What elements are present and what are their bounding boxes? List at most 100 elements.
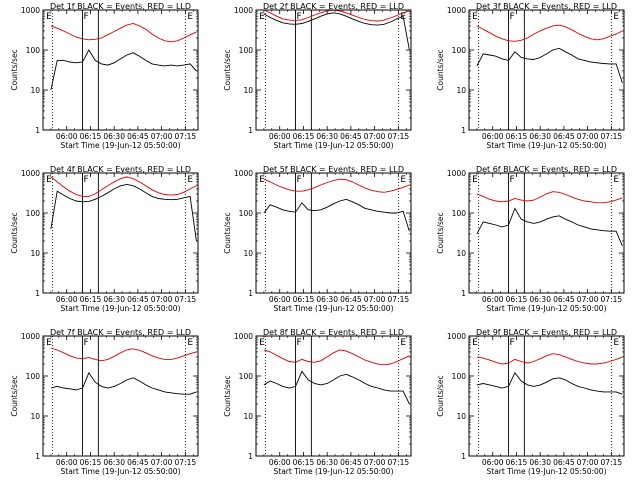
lld-series-line [263, 349, 410, 366]
panel-title: Det 9f BLACK = Events, RED = LLD [476, 328, 617, 337]
x-tick-label: 07:15 [388, 132, 410, 141]
plot-frame [468, 9, 625, 131]
plot-frame [255, 9, 412, 131]
panel-title: Det 5f BLACK = Events, RED = LLD [263, 165, 404, 174]
x-tick-label: 07:15 [601, 458, 623, 467]
annotation-label: E [472, 338, 478, 348]
annotation-label: F [84, 175, 89, 185]
annotation-label: E [46, 338, 52, 348]
y-tick-label: 100 [26, 372, 41, 381]
annotation-label: E [187, 338, 193, 348]
annotation-label: E [46, 175, 52, 185]
lld-series-line [263, 9, 410, 22]
y-tick-label: 100 [452, 209, 467, 218]
annotation-label: F [84, 12, 89, 22]
x-tick-label: 06:15 [293, 132, 315, 141]
panel-title: Det 2f BLACK = Events, RED = LLD [263, 2, 404, 11]
annotation-label: E [187, 175, 193, 185]
y-tick-label: 100 [452, 372, 467, 381]
x-axis-label: Start Time (19-Jun-12 05:50:00) [487, 467, 607, 476]
x-tick-label: 06:45 [553, 458, 575, 467]
y-axis-label: Counts/sec [223, 375, 232, 416]
y-tick-label: 1000 [21, 6, 40, 15]
y-tick-label: 1 [248, 126, 253, 135]
detector-panel: Det 6f BLACK = Events, RED = LLD 1 10 100 10… [436, 165, 625, 313]
x-tick-label: 06:00 [269, 295, 291, 304]
x-tick-label: 06:15 [80, 458, 102, 467]
x-tick-label: 06:30 [316, 458, 338, 467]
x-tick-label: 06:45 [340, 295, 362, 304]
x-tick-label: 06:00 [56, 295, 78, 304]
events-series-line [50, 371, 197, 395]
x-tick-label: 06:45 [340, 132, 362, 141]
events-series-line [50, 49, 197, 91]
x-tick-label: 07:00 [364, 132, 386, 141]
panel-title: Det 1f BLACK = Events, RED = LLD [50, 2, 191, 11]
x-tick-label: 06:30 [103, 295, 125, 304]
plot-frame [468, 335, 625, 457]
panel-title: Det 6f BLACK = Events, RED = LLD [476, 165, 617, 174]
annotation-label: F [510, 175, 515, 185]
x-tick-label: 07:00 [577, 295, 599, 304]
annotation-label: E [472, 175, 478, 185]
annotation-label: F [510, 338, 515, 348]
y-axis-label: Counts/sec [436, 212, 445, 253]
y-tick-label: 10 [30, 86, 40, 95]
x-axis-label: Start Time (19-Jun-12 05:50:00) [61, 141, 181, 150]
y-axis-label: Counts/sec [436, 375, 445, 416]
annotation-label: E [613, 175, 619, 185]
y-axis-label: Counts/sec [223, 49, 232, 90]
y-tick-label: 10 [456, 86, 466, 95]
annotation-label: E [400, 338, 406, 348]
events-series-line [476, 371, 623, 395]
y-tick-label: 1000 [447, 169, 466, 178]
detector-panel: Det 1f BLACK = Events, RED = LLD 1 10 100 10… [10, 2, 199, 150]
y-tick-label: 1000 [21, 169, 40, 178]
x-tick-label: 07:15 [388, 458, 410, 467]
annotation-label: E [613, 12, 619, 22]
detector-panel: Det 8f BLACK = Events, RED = LLD 1 10 100 10… [223, 328, 412, 476]
annotation-label: F [297, 338, 302, 348]
y-tick-label: 1 [461, 452, 466, 461]
events-series-line [263, 370, 410, 405]
detector-panel: Det 3f BLACK = Events, RED = LLD 1 10 100 10… [436, 2, 625, 150]
x-tick-label: 06:30 [103, 458, 125, 467]
x-tick-label: 06:30 [529, 458, 551, 467]
events-series-line [476, 47, 623, 84]
y-axis-label: Counts/sec [10, 375, 19, 416]
x-tick-label: 06:45 [553, 295, 575, 304]
x-tick-label: 07:15 [175, 295, 197, 304]
events-series-line [263, 198, 410, 232]
annotation-label: F [84, 338, 89, 348]
plot-frame [255, 172, 412, 294]
annotation-label: E [259, 12, 265, 22]
y-tick-label: 100 [26, 46, 41, 55]
y-tick-label: 10 [30, 412, 40, 421]
y-tick-label: 1 [461, 289, 466, 298]
x-tick-label: 07:00 [151, 295, 173, 304]
panel-title: Det 8f BLACK = Events, RED = LLD [263, 328, 404, 337]
events-series-line [50, 183, 197, 242]
annotation-label: E [187, 12, 193, 22]
x-tick-label: 07:15 [388, 295, 410, 304]
annotation-label: E [259, 338, 265, 348]
x-tick-label: 06:30 [316, 295, 338, 304]
x-tick-label: 06:30 [103, 132, 125, 141]
x-tick-label: 06:00 [482, 132, 504, 141]
annotation-label: E [400, 175, 406, 185]
y-tick-label: 1 [35, 452, 40, 461]
x-axis-label: Start Time (19-Jun-12 05:50:00) [487, 304, 607, 313]
x-tick-label: 06:00 [482, 295, 504, 304]
x-tick-label: 07:15 [601, 295, 623, 304]
x-tick-label: 06:00 [269, 458, 291, 467]
y-tick-label: 10 [243, 86, 253, 95]
x-tick-label: 06:15 [80, 132, 102, 141]
y-tick-label: 1 [461, 126, 466, 135]
plot-frame [42, 9, 199, 131]
lld-series-line [476, 191, 623, 204]
events-series-line [263, 12, 410, 51]
y-tick-label: 100 [26, 209, 41, 218]
annotation-label: E [613, 338, 619, 348]
x-tick-label: 07:15 [175, 132, 197, 141]
detector-panel: Det 7f BLACK = Events, RED = LLD 1 10 100 10… [10, 328, 199, 476]
